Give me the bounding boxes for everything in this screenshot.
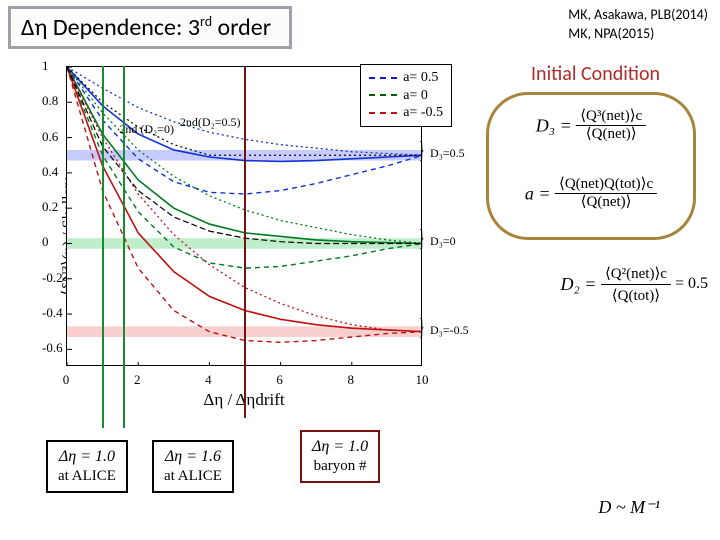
callout-2-eq: Δη = 1.6 <box>164 448 222 466</box>
legend-swatch <box>369 77 397 79</box>
bottom-equation: D ~ M⁻¹ <box>598 497 660 518</box>
callout-2: Δη = 1.6 at ALICE <box>152 440 234 493</box>
slide-title: Δη Dependence: 3rd order <box>8 6 292 49</box>
connector-line <box>102 66 104 428</box>
legend-label: a= -0.5 <box>403 104 443 122</box>
eq-a-frac: ⟨Q(net)Q(tot)⟩c ⟨Q(net)⟩ <box>555 177 657 210</box>
callout-1: Δη = 1.0 at ALICE <box>46 440 128 493</box>
brace-icon: } <box>419 315 425 342</box>
ytick-label: -0.6 <box>42 340 63 356</box>
eq-d3-lhs: D₃ = <box>536 116 576 136</box>
eq-d2-num: ⟨Q²(net)⟩c <box>601 264 671 285</box>
callout-3-eq: Δη = 1.0 <box>312 438 368 456</box>
ytick-label: 0.8 <box>42 93 58 109</box>
connector-line <box>123 66 125 428</box>
ref-line-2: MK, NPA(2015) <box>568 25 708 44</box>
main-chart: ⟨δN³⟩(η) / Skellam a= 0.5a= 0a= -0.5 Δη … <box>14 60 458 412</box>
legend-row: a= 0.5 <box>369 69 443 87</box>
eq-d2-den: ⟨Q(tot)⟩ <box>601 285 671 305</box>
brace-icon: } <box>419 138 425 165</box>
legend-row: a= 0 <box>369 87 443 105</box>
legend-label: a= 0.5 <box>403 69 438 87</box>
ref-line-1: MK, Asakawa, PLB(2014) <box>568 6 708 25</box>
band-label: D₃=0.5 <box>430 146 465 161</box>
band-label: D₃=0 <box>430 234 456 249</box>
xtick-label: 10 <box>416 372 429 388</box>
equation-box: D₃ = ⟨Q³(net)⟩c ⟨Q(net)⟩ a = ⟨Q(net)Q(to… <box>486 92 696 240</box>
eq-d2-frac: ⟨Q²(net)⟩c ⟨Q(tot)⟩ <box>601 264 671 305</box>
eq-d2-rhs: = 0.5 <box>675 275 708 292</box>
callout-3: Δη = 1.0 baryon # <box>300 430 380 483</box>
ytick-label: -0.2 <box>42 270 63 286</box>
eq-a-den: ⟨Q(net)⟩ <box>555 194 657 210</box>
eq-a-lhs: a = <box>525 184 555 204</box>
ytick-label: 1 <box>42 58 49 74</box>
initial-condition-label: Initial Condition <box>531 62 660 86</box>
xtick-label: 2 <box>134 372 141 388</box>
eq-a-num: ⟨Q(net)Q(tot)⟩c <box>555 177 657 194</box>
eq-d3: D₃ = ⟨Q³(net)⟩c ⟨Q(net)⟩ <box>536 109 646 142</box>
ytick-label: 0 <box>42 234 49 250</box>
eq-d3-num: ⟨Q³(net)⟩c <box>576 109 646 126</box>
references: MK, Asakawa, PLB(2014) MK, NPA(2015) <box>568 6 708 44</box>
callout-2-sub: at ALICE <box>164 468 222 485</box>
callout-3-sub: baryon # <box>312 458 368 475</box>
legend-swatch <box>369 94 397 96</box>
annot-2nd-a: 2nd (D₂=0) <box>119 122 174 137</box>
xtick-label: 4 <box>205 372 212 388</box>
legend-swatch <box>369 112 397 114</box>
annot-2nd-b: 2nd(D₂=0.5) <box>180 115 241 130</box>
xtick-label: 8 <box>348 372 355 388</box>
eq-a: a = ⟨Q(net)Q(tot)⟩c ⟨Q(net)⟩ <box>525 177 657 210</box>
ytick-label: -0.4 <box>42 305 63 321</box>
ytick-label: 0.2 <box>42 199 58 215</box>
brace-icon: } <box>419 226 425 253</box>
band-label: D₃=-0.5 <box>430 323 469 338</box>
eq-d3-frac: ⟨Q³(net)⟩c ⟨Q(net)⟩ <box>576 109 646 142</box>
connector-line <box>244 66 246 418</box>
title-suffix: order <box>212 13 271 42</box>
legend-row: a= -0.5 <box>369 104 443 122</box>
legend-label: a= 0 <box>403 87 428 105</box>
eq-d2: D₂ = ⟨Q²(net)⟩c ⟨Q(tot)⟩ = 0.5 <box>561 264 708 305</box>
xtick-label: 6 <box>276 372 283 388</box>
ytick-label: 0.4 <box>42 164 58 180</box>
eq-d3-den: ⟨Q(net)⟩ <box>576 126 646 142</box>
ytick-label: 0.6 <box>42 129 58 145</box>
xtick-label: 0 <box>63 372 70 388</box>
callout-1-eq: Δη = 1.0 <box>58 448 116 466</box>
callout-1-sub: at ALICE <box>58 468 116 485</box>
title-sup: rd <box>200 13 212 30</box>
chart-legend: a= 0.5a= 0a= -0.5 <box>360 64 452 127</box>
title-prefix: Δη Dependence: 3 <box>21 13 200 42</box>
eq-d2-lhs: D₂ = <box>561 274 601 294</box>
